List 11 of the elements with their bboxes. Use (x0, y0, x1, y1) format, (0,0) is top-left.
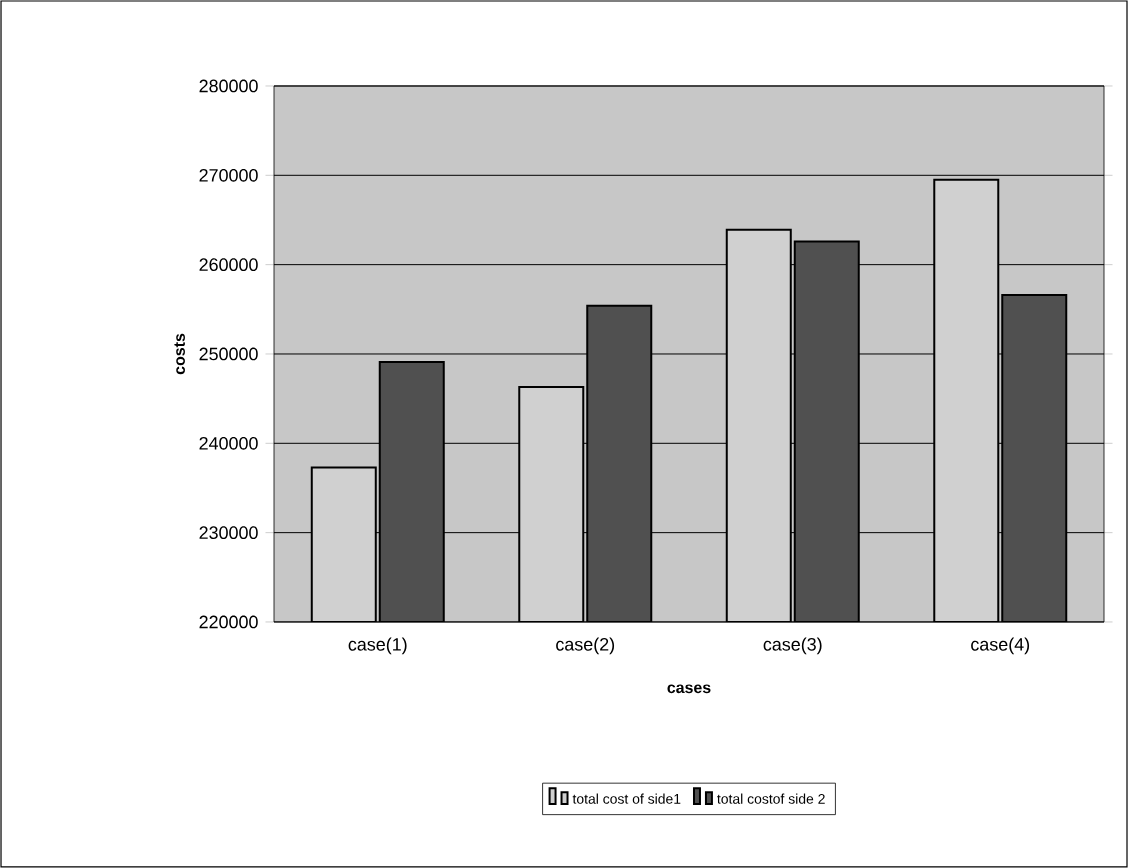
y-tick-label: 270000 (199, 168, 258, 182)
x-tick-label: case(4) (971, 637, 1030, 655)
x-tick-label: case(1) (348, 637, 407, 655)
y-tick-label: 220000 (199, 615, 258, 629)
x-tick-label: case(3) (763, 637, 822, 655)
y-tick-label: 280000 (199, 79, 258, 93)
y-tick-label: 230000 (199, 526, 258, 539)
y-tick-label: 260000 (199, 258, 258, 272)
y-tick-label: 240000 (199, 436, 258, 450)
y-tick-label: 250000 (199, 347, 258, 361)
x-tick-label: case(2) (556, 637, 615, 655)
